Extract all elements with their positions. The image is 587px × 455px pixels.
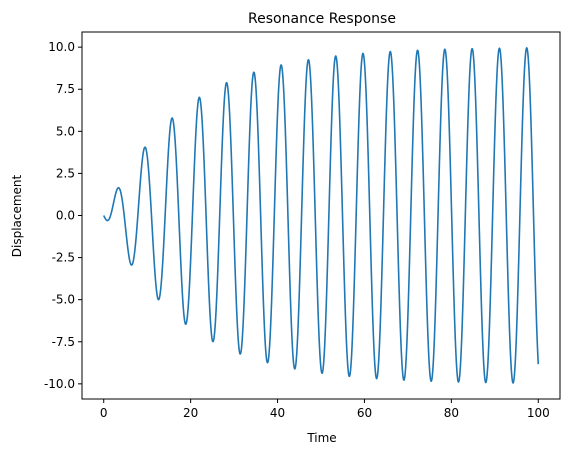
series-line [103, 46, 540, 384]
x-tick-label: 20 [183, 406, 198, 420]
y-tick-label: -10.0 [44, 377, 75, 391]
y-tick-label: 0.0 [56, 209, 75, 223]
chart-title: Resonance Response [248, 11, 396, 27]
x-tick-label: 100 [527, 406, 550, 420]
x-tick-label: 0 [100, 406, 108, 420]
plot-area [103, 46, 540, 384]
y-tick-label: 7.5 [56, 82, 75, 96]
y-tick-label: 5.0 [56, 124, 75, 138]
y-tick-label: 2.5 [56, 166, 75, 180]
x-tick-label: 40 [270, 406, 285, 420]
x-axis: 0 20 40 60 80 100 [100, 399, 550, 420]
y-tick-label: -5.0 [52, 293, 75, 307]
x-tick-label: 60 [357, 406, 372, 420]
x-tick-label: 80 [444, 406, 459, 420]
x-axis-label: Time [306, 431, 336, 445]
y-tick-label: -7.5 [52, 335, 75, 349]
y-tick-label: 10.0 [48, 40, 75, 54]
y-axis: -10.0 -7.5 -5.0 -2.5 0.0 2.5 5.0 7.5 10.0 [44, 40, 82, 391]
y-tick-label: -2.5 [52, 251, 75, 265]
y-axis-label: Displacement [10, 174, 24, 257]
